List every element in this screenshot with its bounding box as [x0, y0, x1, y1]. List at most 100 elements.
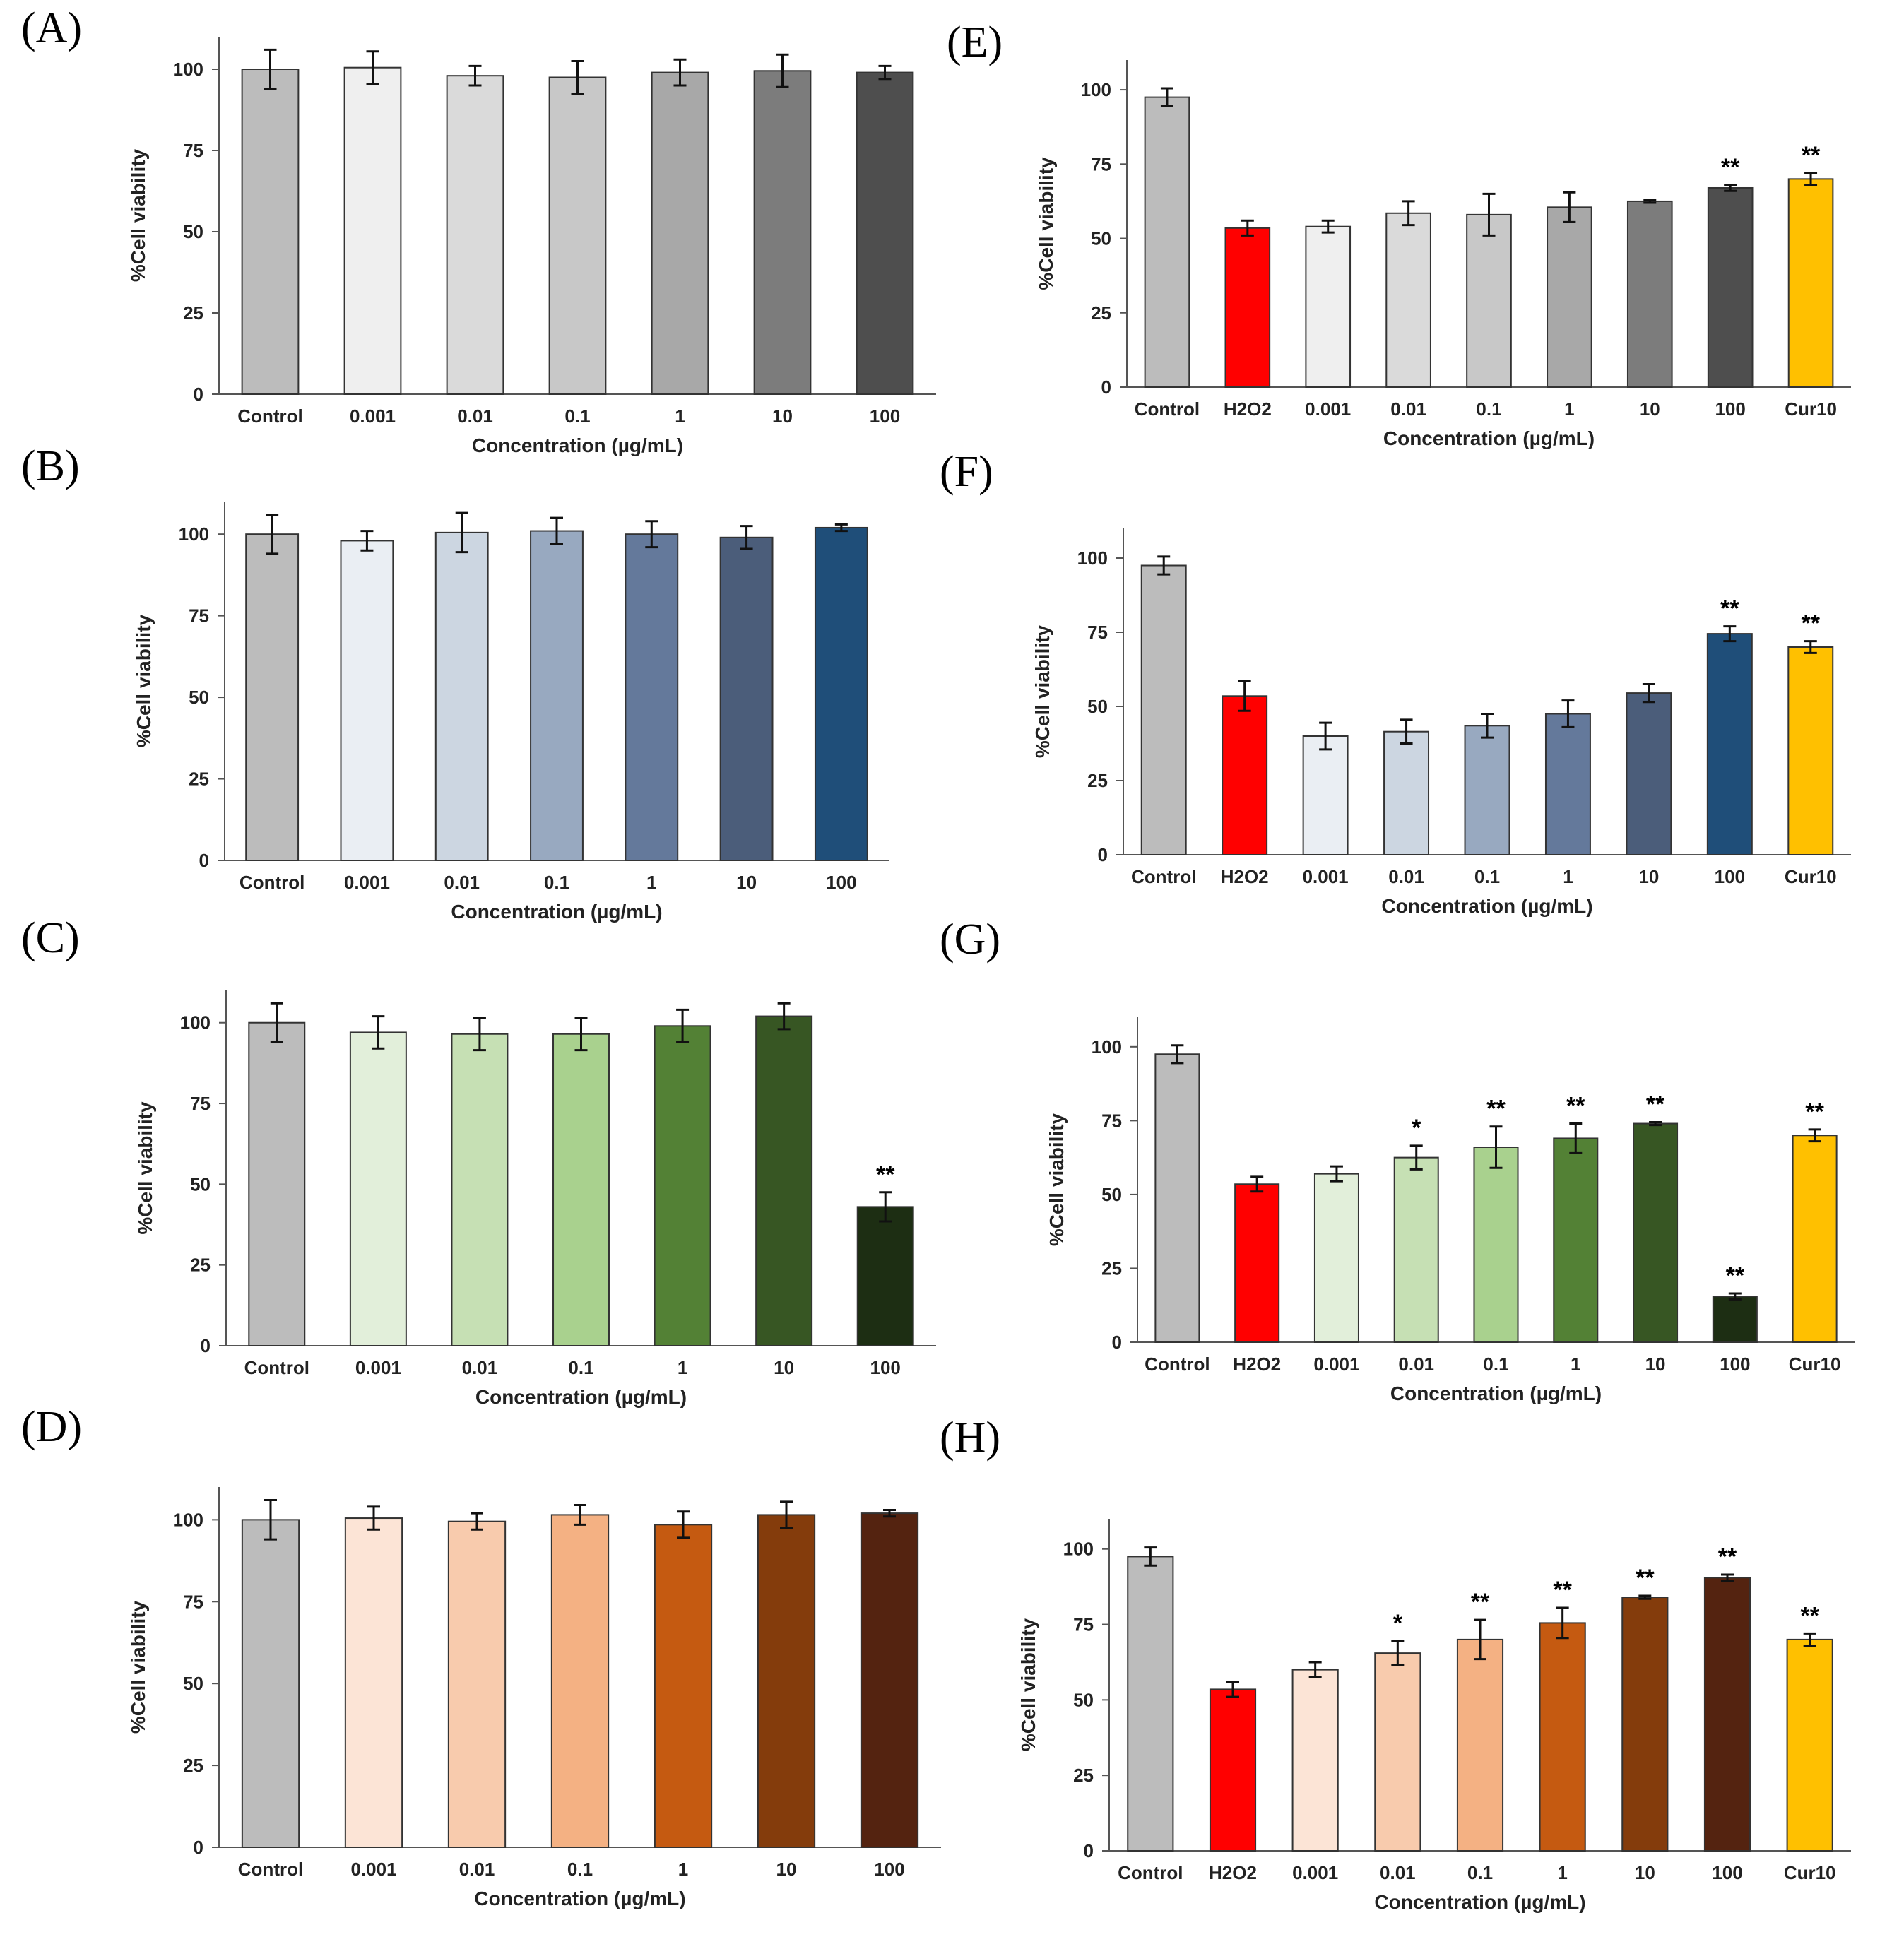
y-tick-label: 25	[1073, 1765, 1094, 1786]
x-tick-label: 0.001	[1292, 1862, 1338, 1883]
bar	[654, 1524, 713, 1848]
y-axis-title: %Cell viability	[127, 1600, 149, 1734]
y-axis-title: %Cell viability	[1046, 1113, 1068, 1246]
bar	[1385, 212, 1431, 388]
y-tick-label: 25	[189, 769, 209, 790]
significance-marker: **	[1553, 1577, 1572, 1604]
x-tick-label: 10	[1645, 1353, 1666, 1375]
x-tick-label: 1	[646, 872, 656, 893]
x-tick-label: 0.01	[459, 1859, 495, 1880]
y-tick-label: 50	[1091, 228, 1111, 249]
significance-marker: **	[1718, 1544, 1737, 1570]
bar	[241, 69, 300, 395]
bar	[548, 76, 607, 395]
y-tick-label: 0	[1084, 1840, 1094, 1861]
significance-marker: **	[1471, 1589, 1490, 1616]
x-tick-label: H2O2	[1233, 1353, 1281, 1375]
chart-panel: (D) 0 25 50 75 100 %Cell viability Control 0.001…	[21, 1403, 941, 1909]
bar	[856, 1206, 914, 1346]
y-tick-label: 25	[1087, 770, 1108, 791]
bar	[1626, 200, 1673, 388]
y-tick-label: 75	[183, 1591, 203, 1612]
bar	[719, 536, 774, 861]
panel-label: (D)	[21, 1403, 82, 1451]
bar	[814, 526, 868, 861]
y-axis-title: %Cell viability	[133, 614, 155, 747]
bar	[1786, 1638, 1833, 1852]
x-tick-label: 10	[776, 1859, 797, 1880]
bar	[446, 75, 504, 395]
x-tick-label: 1	[1564, 398, 1574, 420]
y-tick-label: 25	[1091, 302, 1111, 324]
x-tick-label: H2O2	[1221, 866, 1269, 887]
x-tick-label: 0.01	[444, 872, 480, 893]
bar	[241, 1519, 300, 1848]
bar	[1792, 1135, 1838, 1343]
bar	[1374, 1652, 1421, 1852]
x-tick-label: 1	[1571, 1353, 1580, 1375]
x-tick-label: 1	[678, 1357, 687, 1378]
x-tick-label: 0.01	[457, 405, 493, 427]
y-tick-label: 50	[1087, 696, 1108, 717]
y-tick-label: 50	[190, 1173, 211, 1195]
bar	[1234, 1183, 1280, 1343]
y-axis-title: %Cell viability	[134, 1101, 156, 1235]
x-tick-label: Cur10	[1789, 1353, 1841, 1375]
bar	[1707, 186, 1754, 388]
y-tick-label: 50	[1073, 1689, 1094, 1710]
y-tick-label: 75	[183, 140, 203, 161]
bar	[1383, 730, 1430, 855]
x-tick-label: 10	[1635, 1862, 1655, 1883]
x-tick-label: 0.01	[1398, 1353, 1434, 1375]
chart-panel: (F) 0 25 50 75 100 %Cell viability Control H2O2 0…	[940, 448, 1851, 917]
bar	[1464, 725, 1510, 856]
panel-label: (F)	[940, 448, 993, 496]
bar	[1224, 227, 1271, 388]
bar	[1127, 1556, 1174, 1852]
x-tick-label: 100	[826, 872, 856, 893]
x-tick-label: H2O2	[1224, 398, 1272, 420]
x-tick-label: 0.001	[1313, 1353, 1359, 1375]
x-tick-label: Control	[1118, 1862, 1183, 1883]
y-tick-label: 0	[1112, 1332, 1122, 1353]
x-tick-label: 10	[1640, 398, 1660, 420]
bar	[1456, 1638, 1504, 1852]
x-tick-label: 10	[736, 872, 757, 893]
x-tick-label: 10	[772, 405, 793, 427]
x-tick-label: 100	[1715, 866, 1745, 887]
x-tick-label: 100	[1715, 398, 1745, 420]
x-tick-label: 0.1	[568, 1357, 593, 1378]
panel-label: (C)	[21, 914, 80, 962]
bar	[344, 1517, 403, 1848]
bar	[1706, 633, 1753, 855]
x-tick-label: Control	[1131, 866, 1196, 887]
y-tick-label: 100	[1077, 547, 1108, 569]
bar	[1547, 206, 1592, 388]
bar	[1712, 1296, 1758, 1343]
panel-label: (H)	[940, 1414, 1000, 1462]
bar	[1393, 1156, 1439, 1343]
y-tick-label: 50	[189, 687, 209, 708]
y-axis-title: %Cell viability	[1017, 1618, 1039, 1751]
x-axis-title: Concentration (µg/mL)	[1374, 1891, 1585, 1913]
x-tick-label: 0.1	[567, 1859, 593, 1880]
y-tick-label: 100	[1081, 79, 1111, 100]
bar	[1313, 1173, 1359, 1343]
y-tick-label: 75	[189, 605, 209, 627]
y-tick-label: 25	[183, 1755, 203, 1776]
x-tick-label: 0.01	[1380, 1862, 1416, 1883]
chart-panel: (B) 0 25 50 75 100 %Cell viability Control 0.001…	[21, 442, 889, 923]
bar	[343, 66, 402, 395]
y-tick-label: 50	[1101, 1184, 1122, 1205]
bar	[651, 71, 709, 395]
bar	[451, 1033, 509, 1346]
x-tick-label: 0.1	[544, 872, 569, 893]
x-tick-label: 0.1	[1474, 866, 1500, 887]
panel-label: (G)	[940, 916, 1000, 964]
bar	[625, 533, 679, 861]
bar	[1144, 96, 1190, 388]
bar	[1291, 1669, 1339, 1852]
x-tick-label: 0.1	[1483, 1353, 1508, 1375]
x-tick-label: 100	[870, 405, 900, 427]
x-tick-label: Cur10	[1784, 1862, 1836, 1883]
